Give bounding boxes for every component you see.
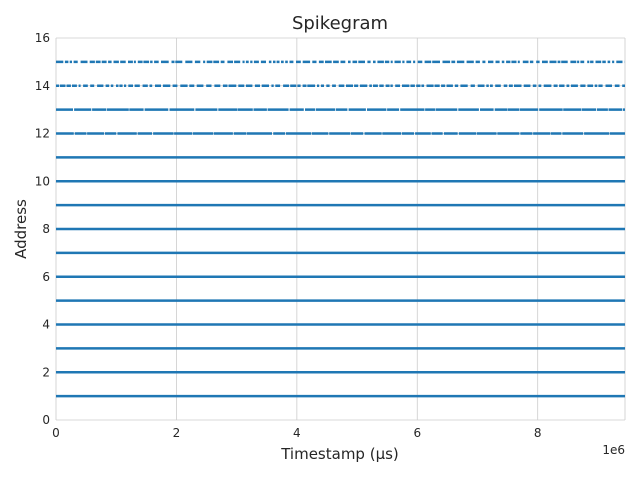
y-tick-label: 16	[35, 31, 50, 45]
y-tick-label: 14	[35, 79, 50, 93]
tick-labels: 0 2 4 6 8 0 2 4 6 8 10 12 14 16	[35, 31, 542, 440]
y-tick-label: 0	[42, 413, 50, 427]
chart-title: Spikegram	[292, 13, 388, 34]
y-tick-label: 10	[35, 174, 50, 188]
spike-series	[56, 60, 625, 398]
y-tick-label: 12	[35, 127, 50, 141]
y-tick-label: 6	[42, 270, 50, 284]
x-tick-label: 0	[52, 426, 60, 440]
x-tick-label: 6	[413, 426, 421, 440]
y-axis-label: Address	[12, 199, 30, 259]
y-tick-label: 2	[42, 365, 50, 379]
x-offset-label: 1e6	[602, 443, 625, 457]
y-tick-label: 8	[42, 222, 50, 236]
y-tick-label: 4	[42, 318, 50, 332]
x-axis-label: Timestamp (μs)	[280, 445, 399, 463]
x-tick-label: 2	[173, 426, 181, 440]
x-tick-label: 8	[534, 426, 542, 440]
x-tick-label: 4	[293, 426, 301, 440]
